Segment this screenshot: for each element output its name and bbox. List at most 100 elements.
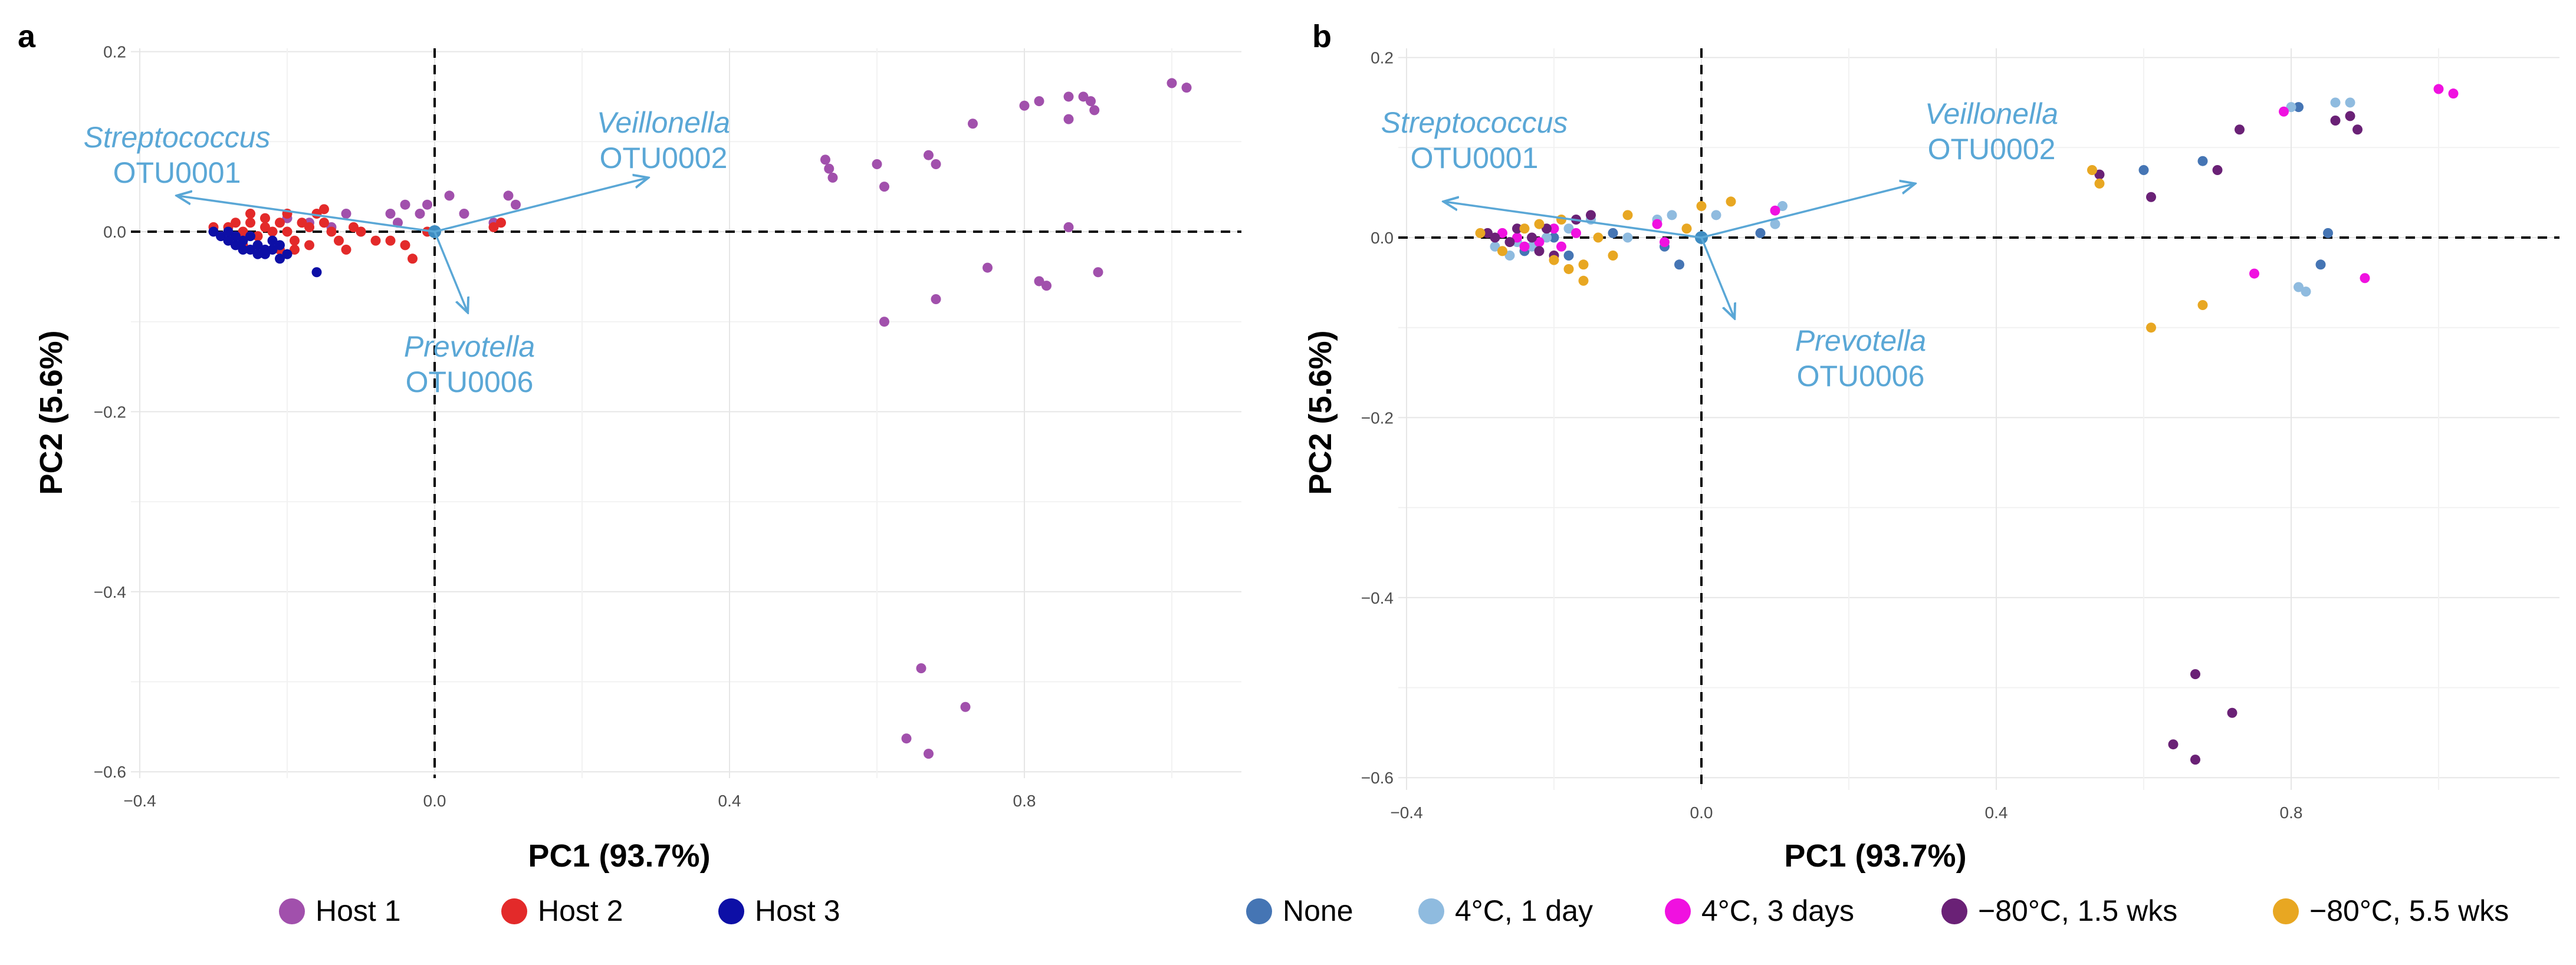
data-point (2286, 102, 2296, 113)
x-tick-label: 0.4 (718, 792, 741, 810)
data-point (2190, 669, 2200, 680)
legend-label: 4°C, 1 day (1455, 894, 1593, 927)
data-point (1563, 264, 1574, 274)
data-point (2323, 228, 2333, 238)
vector-genus-label: Veillonella (1925, 97, 2058, 130)
data-point (968, 118, 978, 129)
data-point (223, 235, 234, 246)
data-point (827, 172, 838, 183)
data-point (1089, 105, 1100, 116)
data-point (931, 159, 941, 169)
legend-marker (718, 898, 744, 924)
data-point (2235, 124, 2245, 135)
data-point (1777, 201, 1788, 212)
data-point (252, 240, 263, 251)
data-point (2087, 164, 2097, 175)
data-point (924, 150, 934, 160)
data-point (1755, 228, 1766, 238)
data-point (1556, 241, 1566, 252)
data-point (488, 222, 499, 232)
data-point (1542, 232, 1552, 243)
y-axis-title: PC2 (5.6%) (1303, 330, 1338, 495)
data-point (1063, 114, 1074, 124)
data-point (1681, 223, 1692, 234)
data-point (1549, 232, 1559, 243)
data-point (2315, 259, 2326, 270)
vector-otu-label: OTU0006 (1797, 360, 1925, 393)
data-point (326, 226, 337, 237)
legend-marker (1246, 898, 1272, 924)
data-point (2197, 300, 2208, 311)
legend-label: Host 1 (316, 894, 401, 927)
loading-vector (433, 231, 468, 312)
data-point (1622, 210, 1633, 220)
data-point (2094, 169, 2105, 180)
data-point (1527, 232, 1537, 243)
vector-genus-label: Prevotella (1795, 324, 1926, 357)
x-axis-title: PC1 (93.7%) (528, 838, 710, 874)
data-point (1608, 228, 1618, 238)
legend: Host 1 Host 2 Host 3 (279, 894, 840, 927)
legend-label: 4°C, 3 days (1701, 894, 1854, 927)
x-tick-label: −0.4 (123, 792, 156, 810)
data-point (2227, 707, 2237, 718)
data-point (385, 208, 396, 219)
data-point (511, 199, 521, 210)
data-point (267, 226, 278, 237)
data-point (349, 222, 359, 232)
data-point (2294, 102, 2304, 113)
data-point (1593, 232, 1604, 243)
x-tick-label: 0.0 (423, 792, 446, 810)
vector-otu-label: OTU0001 (1411, 141, 1539, 174)
data-point (304, 222, 314, 232)
data-point (1674, 259, 1684, 270)
data-point (1504, 237, 1515, 248)
data-point (334, 235, 344, 246)
data-point (1475, 228, 1486, 238)
vector-otu-label: OTU0001 (113, 156, 241, 189)
data-point (1556, 214, 1566, 225)
data-point (1770, 219, 1780, 229)
data-point (2190, 755, 2200, 765)
data-point (1667, 210, 1677, 220)
data-point (319, 218, 329, 228)
data-point (231, 231, 241, 242)
x-axis-title: PC1 (93.7%) (1784, 838, 1966, 874)
data-point (2352, 124, 2363, 135)
data-point (400, 199, 410, 210)
data-point (231, 218, 241, 228)
loading-vector (434, 177, 649, 233)
x-tick-label: 0.4 (1985, 803, 2008, 822)
y-tick-label: 0.0 (103, 223, 126, 241)
data-point (1696, 201, 1707, 212)
data-point (341, 245, 351, 255)
loading-vector (1444, 202, 1702, 239)
x-tick-label: 0.8 (1013, 792, 1036, 810)
vector-otu-label: OTU0002 (600, 141, 728, 174)
data-point (1519, 241, 1530, 252)
legend-marker (1665, 898, 1691, 924)
data-point (1041, 281, 1052, 291)
vector-genus-label: Veillonella (597, 106, 730, 139)
data-point (356, 226, 366, 237)
data-point (820, 154, 830, 165)
y-axis-title: PC2 (5.6%) (34, 330, 69, 495)
data-point (290, 245, 300, 255)
data-point (400, 240, 410, 251)
data-point (2448, 88, 2459, 99)
data-point (1542, 223, 1552, 234)
data-point (208, 226, 219, 237)
data-point (924, 749, 934, 759)
legend-marker (1418, 898, 1444, 924)
data-point (282, 249, 293, 259)
legend-label: Host 3 (755, 894, 840, 927)
data-point (1571, 228, 1581, 238)
data-point (252, 231, 263, 242)
data-point (1586, 210, 1596, 220)
data-point (238, 245, 248, 255)
data-point (1086, 96, 1096, 107)
data-point (503, 190, 514, 201)
legend-marker (2273, 898, 2299, 924)
vector-otu-label: OTU0002 (1928, 133, 2056, 166)
data-point (901, 733, 912, 744)
